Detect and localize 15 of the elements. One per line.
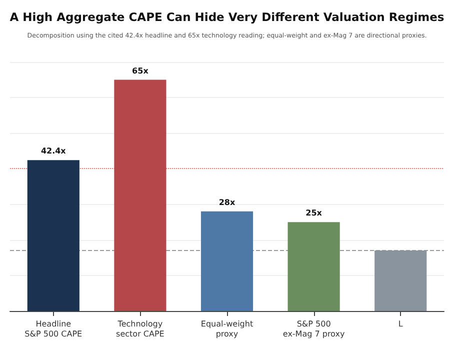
x-tick-label: S&P 500 ex-Mag 7 proxy bbox=[282, 320, 345, 338]
bar bbox=[27, 160, 80, 311]
data-label: 28x bbox=[218, 198, 236, 207]
bar bbox=[288, 222, 340, 311]
x-tick-label: Technology sector CAPE bbox=[116, 320, 164, 338]
x-tick-label: Headline S&P 500 CAPE bbox=[24, 320, 82, 338]
bar bbox=[200, 211, 254, 311]
bar bbox=[114, 80, 166, 311]
x-tick-label: Equal-weight proxy bbox=[200, 320, 254, 338]
data-label: 65x bbox=[132, 66, 150, 76]
x-tick-label: L bbox=[398, 320, 404, 328]
data-label: 42.4x bbox=[40, 146, 67, 156]
data-label: 25x bbox=[306, 208, 323, 218]
bar bbox=[374, 250, 427, 311]
chart-title: A High Aggregate CAPE Can Hide Very Different Valuation Regimes bbox=[10, 10, 444, 24]
